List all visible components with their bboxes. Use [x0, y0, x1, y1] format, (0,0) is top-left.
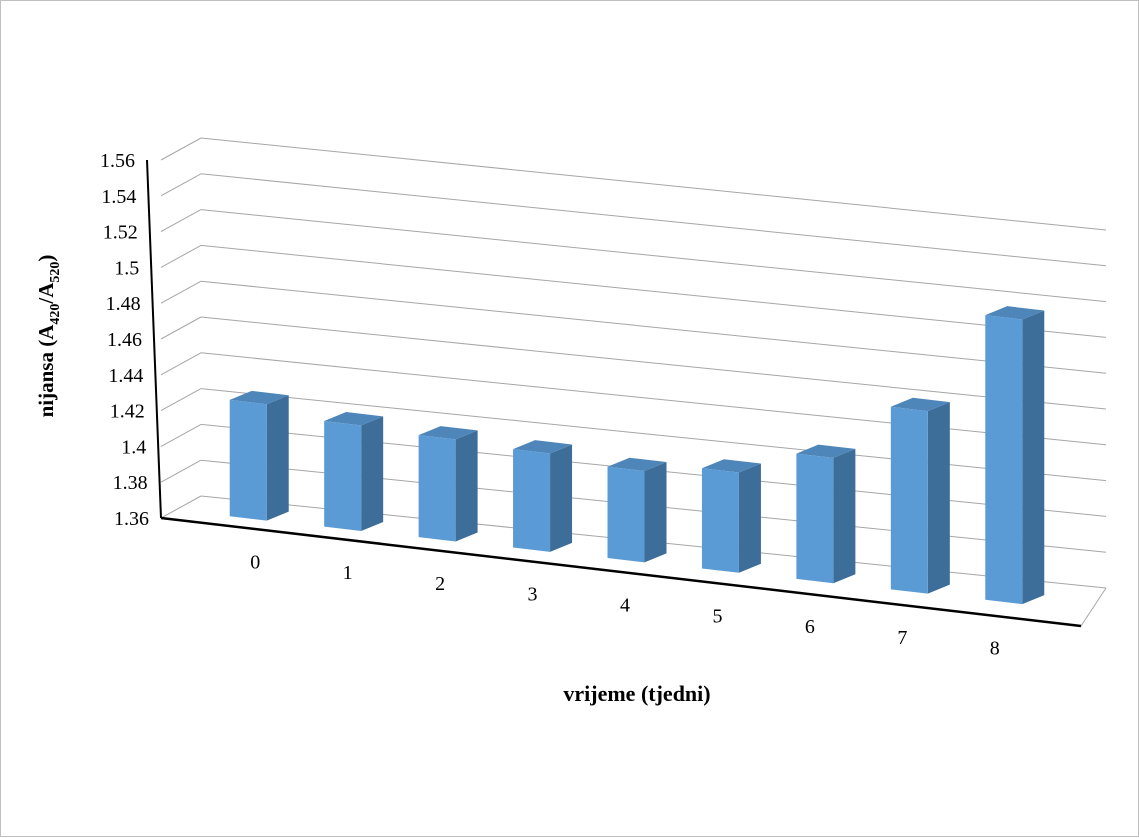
y-tick-label: 1.56: [100, 150, 135, 172]
side-gridline: [160, 316, 202, 340]
x-tick-labels: 0 1 2 3 4 5 6 7 8: [250, 551, 1000, 659]
y-tick-labels: 1.36 1.38 1.4 1.42 1.44 1.46 1.48 1.5 1.52 1.54 1.…: [100, 150, 149, 530]
bar-5: [701, 459, 761, 573]
bar-side-face: [644, 462, 667, 563]
bar-front-face: [890, 406, 928, 594]
bars: [229, 306, 1045, 605]
x-tick-label: 7: [897, 627, 907, 649]
x-tick-label: 2: [435, 573, 445, 595]
x-tick-label: 5: [712, 605, 722, 627]
bar-top-face: [985, 306, 1045, 320]
bar-2: [418, 426, 478, 542]
x-tick-label: 4: [620, 595, 630, 617]
side-gridline: [160, 280, 202, 304]
bar-1: [324, 412, 384, 532]
side-gridline: [160, 209, 202, 233]
bar-side-face: [550, 444, 573, 552]
y-tick-label: 1.52: [103, 222, 138, 244]
bar-6: [796, 444, 856, 584]
y-axis-title-mid: /A: [34, 282, 58, 305]
bar-3: [513, 440, 573, 552]
y-axis-title-sub2: 520: [48, 262, 63, 283]
gridline: [200, 173, 1107, 267]
gridline: [200, 244, 1107, 338]
gridline: [200, 388, 1107, 482]
bar-side-face: [738, 463, 761, 573]
side-gridline: [160, 137, 202, 161]
bar-front-face: [513, 449, 551, 552]
gridline: [200, 316, 1107, 410]
y-tick-label: 1.4: [121, 436, 146, 458]
gridline: [200, 352, 1107, 446]
bar-side-face: [833, 448, 856, 584]
gridline: [200, 209, 1107, 303]
side-gridline: [160, 352, 202, 376]
x-tick-label: 1: [343, 562, 353, 584]
y-axis-title-prefix: nijansa (A: [34, 324, 58, 418]
y-tick-label: 1.5: [114, 257, 139, 279]
bar-side-face: [455, 430, 478, 542]
bar-top-face: [513, 440, 573, 454]
x-axis-line: [160, 516, 1082, 628]
bar-side-face: [927, 402, 950, 594]
x-tick-label: 3: [528, 584, 538, 606]
side-gridline: [160, 173, 202, 197]
x-tick-label: 6: [805, 616, 815, 638]
bar-top-face: [701, 459, 761, 473]
bar-front-face: [607, 466, 645, 563]
bar-top-face: [418, 426, 478, 440]
y-tick-label: 1.42: [110, 401, 145, 423]
x-axis-title: vrijeme (tjedni): [563, 681, 710, 706]
bar-front-face: [796, 453, 834, 584]
y-tick-label: 1.44: [108, 365, 143, 387]
y-axis-title: nijansa (A420/A520): [34, 255, 63, 418]
bar-4: [607, 457, 667, 563]
side-gridline: [160, 459, 202, 483]
y-tick-label: 1.38: [113, 472, 148, 494]
y-tick-label: 1.36: [114, 508, 149, 530]
side-gridline: [160, 244, 202, 268]
x-tick-label: 0: [250, 551, 260, 573]
bar-top-face: [607, 457, 667, 472]
bar-0: [229, 390, 289, 521]
side-gridline: [160, 495, 202, 519]
bar-top-face: [324, 412, 384, 426]
bar-side-face: [1022, 310, 1045, 605]
gridline: [200, 137, 1107, 231]
bar-front-face: [229, 399, 267, 521]
x-tick-label: 8: [990, 638, 1000, 660]
bar-front-face: [985, 315, 1023, 605]
bar-top-face: [229, 390, 289, 405]
y-axis-title-suffix: ): [34, 255, 58, 262]
y-axis-title-sub1: 420: [48, 304, 63, 325]
side-gridline: [160, 423, 202, 447]
y-tick-label: 1.46: [107, 329, 142, 351]
bar-front-face: [418, 435, 456, 542]
bar-front-face: [324, 421, 362, 532]
bar-front-face: [701, 468, 739, 573]
bar-side-face: [266, 395, 289, 521]
chart-walls: [1080, 587, 1107, 627]
bar-top-face: [796, 444, 856, 458]
bar-7: [890, 397, 950, 594]
bar-side-face: [361, 416, 384, 532]
gridline: [200, 280, 1107, 374]
y-tick-label: 1.54: [101, 186, 136, 208]
floor-right-edge: [1080, 587, 1107, 627]
y-tick-label: 1.48: [106, 293, 141, 315]
bar-8: [985, 306, 1045, 605]
axes: [146, 159, 1082, 628]
y-axis-line: [146, 159, 162, 519]
side-gridline: [160, 388, 202, 412]
bar-top-face: [890, 397, 950, 412]
